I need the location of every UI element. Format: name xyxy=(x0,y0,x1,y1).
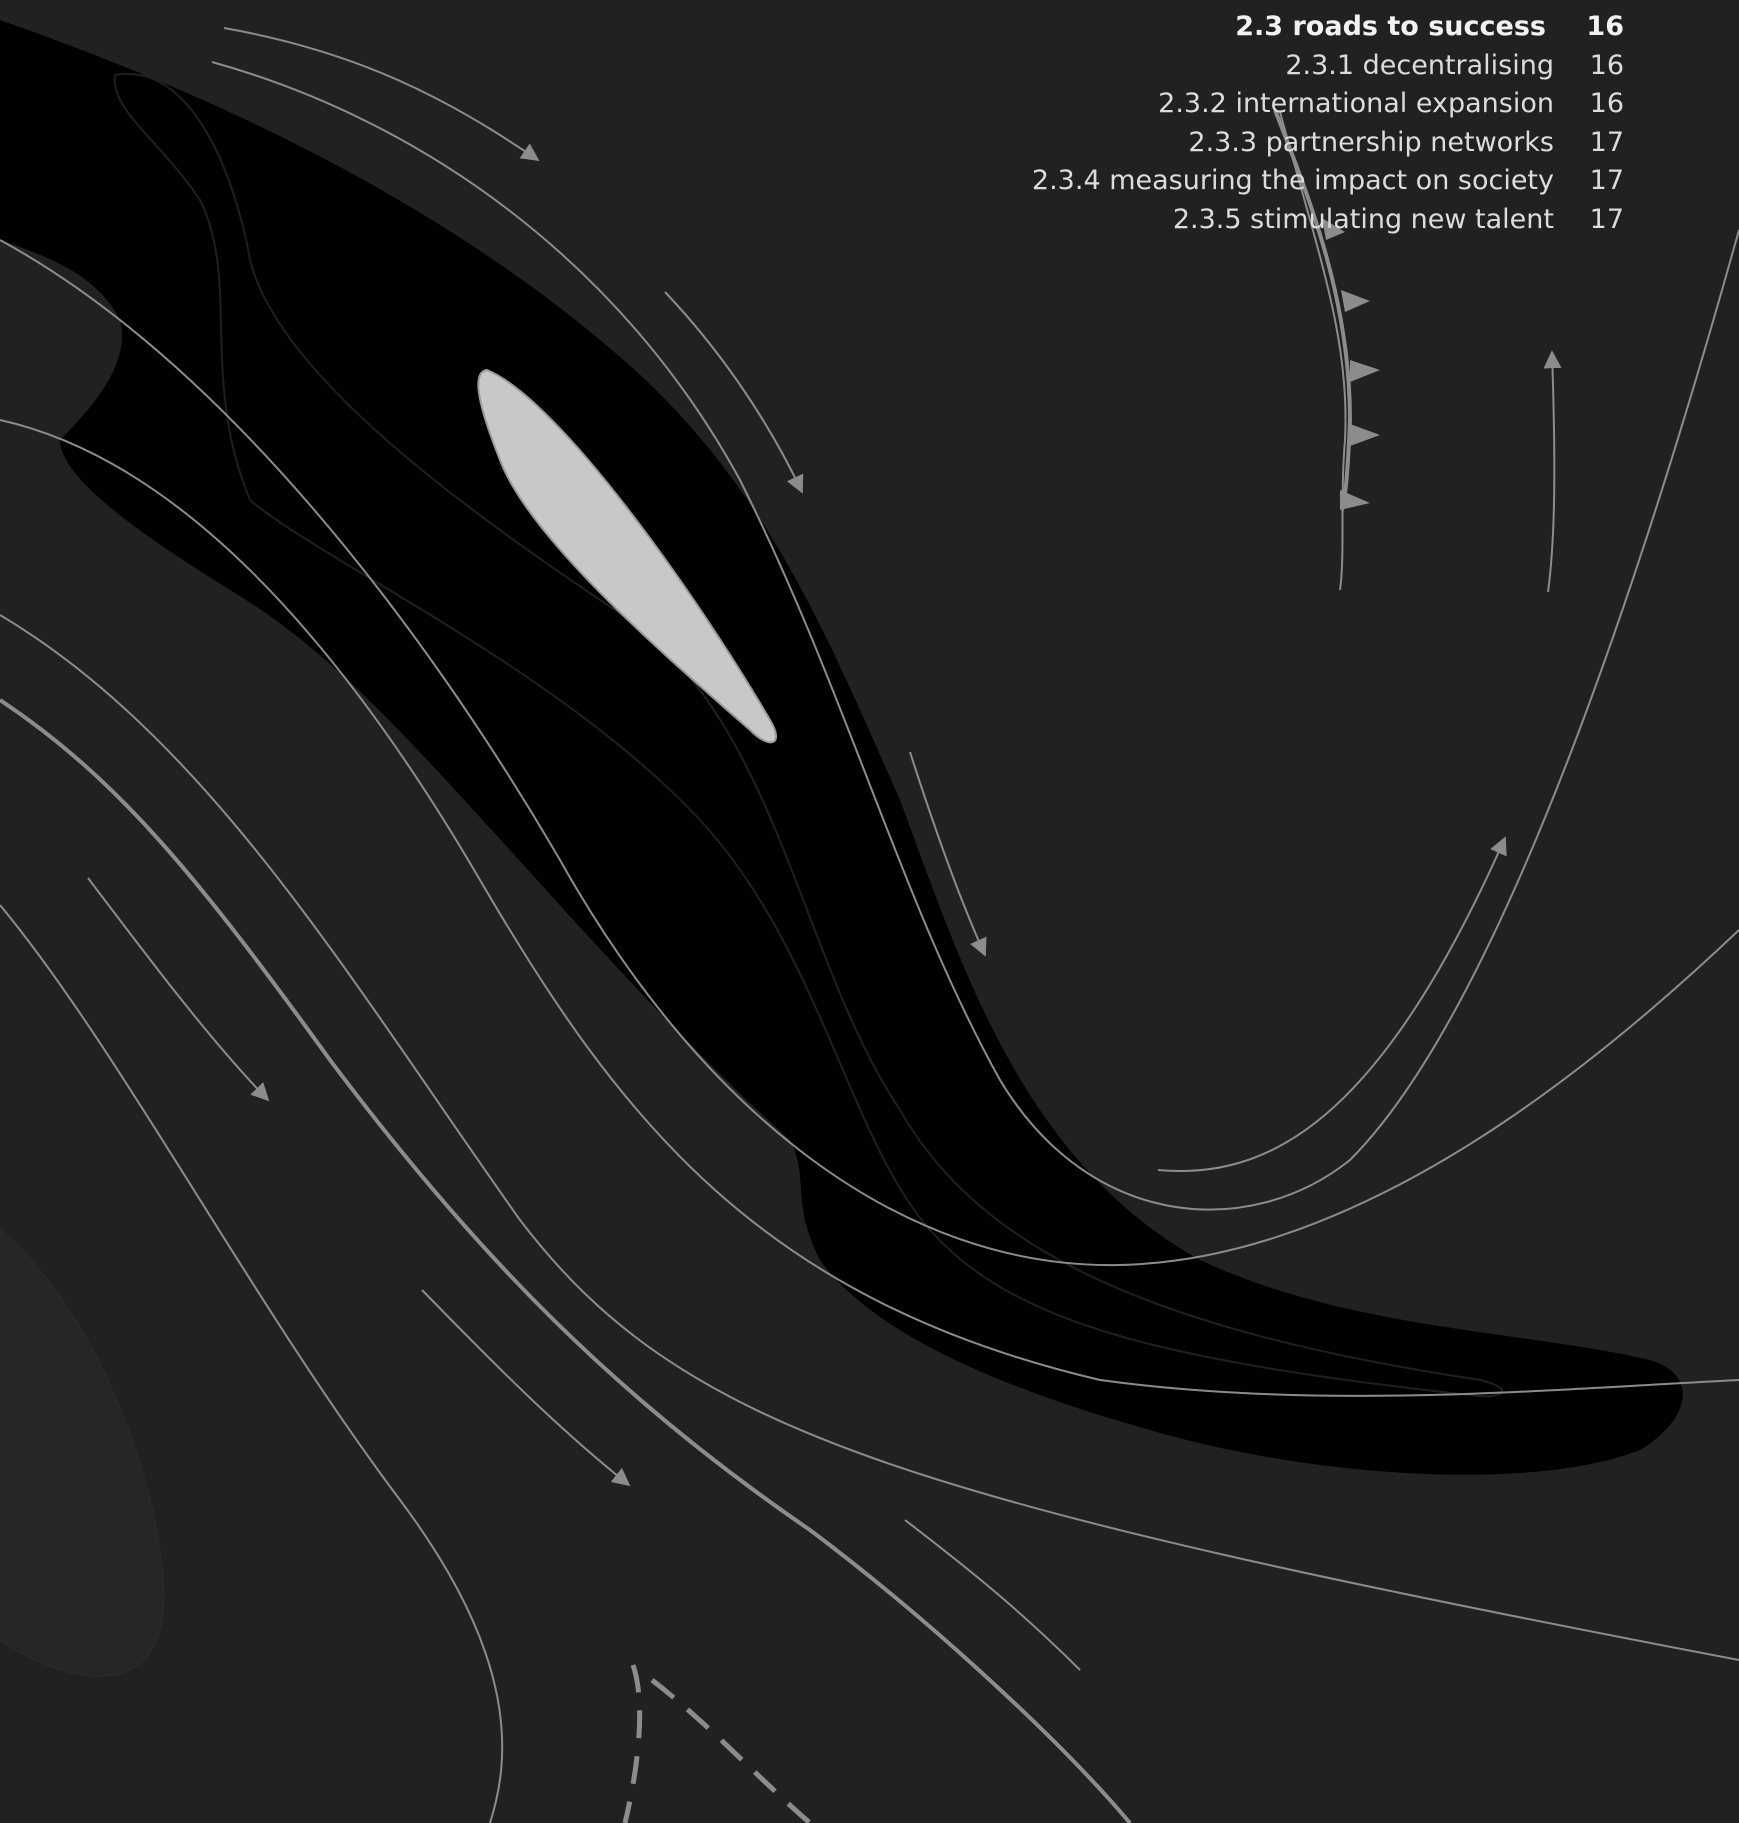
flow-arrow xyxy=(664,291,804,494)
toc-entry-title[interactable]: 2.3.2 international expansion xyxy=(1158,88,1554,119)
flow-arrow xyxy=(909,751,987,957)
streamline xyxy=(0,614,1739,1661)
flow-arrow xyxy=(223,27,540,162)
light-blob-shape xyxy=(477,368,777,744)
dashed-lines xyxy=(622,1664,812,1823)
toc-entry-page: 16 xyxy=(1589,88,1624,119)
flow-arrow xyxy=(1543,350,1562,593)
toc-entry-title[interactable]: 2.3.1 decentralising xyxy=(1285,49,1554,81)
dark-blob-shape xyxy=(0,20,1683,1475)
toc-entry-page: 17 xyxy=(1589,126,1624,158)
front-line xyxy=(1273,109,1380,511)
streamline xyxy=(0,419,1739,1397)
toc-entry-title[interactable]: 2.3 roads to success xyxy=(1235,11,1546,42)
toc-entry-page: 16 xyxy=(1589,49,1624,81)
faint-shadow-shape xyxy=(0,1229,165,1677)
streamlines xyxy=(0,61,1739,1823)
front-triangle-marker xyxy=(1350,424,1380,446)
front-triangle-marker xyxy=(1350,360,1380,382)
flow-arrows xyxy=(87,27,1562,1487)
flow-arrow xyxy=(1157,836,1507,1172)
streamline xyxy=(0,239,1739,1267)
streamline xyxy=(0,904,504,1823)
dashed-line xyxy=(650,1678,812,1823)
front-triangle-marker xyxy=(1341,290,1370,312)
table-of-contents: 2.3 roads to success 16 2.3.1 decentrali… xyxy=(1032,8,1624,239)
flow-arrow xyxy=(421,1289,631,1487)
toc-entry-title[interactable]: 2.3.4 measuring the impact on society xyxy=(1031,165,1554,196)
inner-contour-line xyxy=(113,72,1504,1398)
toc-entry-page: 17 xyxy=(1589,203,1624,235)
front-triangle-marker xyxy=(1322,218,1345,240)
flow-arrow xyxy=(87,877,270,1102)
streamline xyxy=(1279,111,1347,591)
toc-entry-page: 16 xyxy=(1586,11,1624,42)
front-triangle-marker xyxy=(1340,490,1370,510)
streamline xyxy=(211,61,1739,1211)
toc-entry-page: 17 xyxy=(1589,165,1624,196)
toc-entry-title[interactable]: 2.3.5 stimulating new talent xyxy=(1172,203,1554,235)
thick-streamline xyxy=(0,698,1132,1823)
dashed-line xyxy=(622,1664,643,1823)
streamline xyxy=(904,1519,1081,1671)
toc-entry-title[interactable]: 2.3.3 partnership networks xyxy=(1188,126,1554,158)
streamline xyxy=(0,1695,180,1700)
